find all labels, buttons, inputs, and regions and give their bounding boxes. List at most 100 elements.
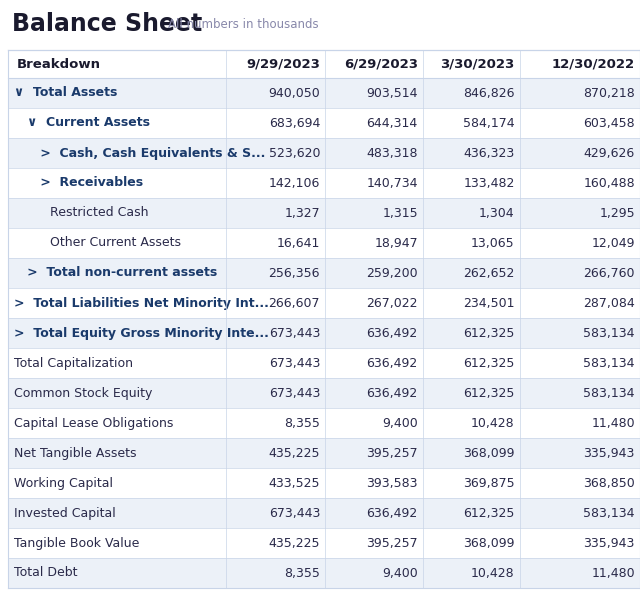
Text: Tangible Book Value: Tangible Book Value (14, 536, 140, 549)
Text: 13,065: 13,065 (471, 237, 515, 249)
Text: 369,875: 369,875 (463, 476, 515, 490)
Bar (8, 108, 640, 138)
Text: 335,943: 335,943 (584, 536, 635, 549)
Text: 259,200: 259,200 (366, 267, 418, 280)
Text: 1,315: 1,315 (382, 207, 418, 219)
Text: 3/30/2023: 3/30/2023 (440, 58, 515, 70)
Text: 140,734: 140,734 (366, 177, 418, 189)
Text: 612,325: 612,325 (463, 327, 515, 340)
Text: 9,400: 9,400 (382, 416, 418, 430)
Text: 8,355: 8,355 (284, 416, 320, 430)
Text: 287,084: 287,084 (583, 297, 635, 310)
Text: 267,022: 267,022 (366, 297, 418, 310)
Text: 523,620: 523,620 (269, 147, 320, 159)
Text: ∨  Current Assets: ∨ Current Assets (14, 116, 150, 129)
Text: 18,947: 18,947 (374, 237, 418, 249)
Text: Capital Lease Obligations: Capital Lease Obligations (14, 416, 173, 430)
Text: Common Stock Equity: Common Stock Equity (14, 387, 153, 400)
Text: >  Cash, Cash Equivalents & S...: > Cash, Cash Equivalents & S... (14, 147, 266, 159)
Text: >  Total Equity Gross Minority Inte...: > Total Equity Gross Minority Inte... (14, 327, 269, 340)
Text: 266,607: 266,607 (269, 297, 320, 310)
Text: 11,480: 11,480 (591, 566, 635, 579)
Text: 435,225: 435,225 (269, 446, 320, 460)
Text: 673,443: 673,443 (269, 387, 320, 400)
Bar (8, 378, 640, 408)
Text: 483,318: 483,318 (366, 147, 418, 159)
Text: 368,099: 368,099 (463, 446, 515, 460)
Text: 636,492: 636,492 (367, 327, 418, 340)
Text: 393,583: 393,583 (366, 476, 418, 490)
Text: 10,428: 10,428 (471, 416, 515, 430)
Text: 435,225: 435,225 (269, 536, 320, 549)
Bar (8, 528, 640, 558)
Text: 636,492: 636,492 (367, 506, 418, 519)
Text: 142,106: 142,106 (269, 177, 320, 189)
Text: 603,458: 603,458 (583, 116, 635, 129)
Text: Balance Sheet: Balance Sheet (12, 12, 202, 36)
Text: 870,218: 870,218 (583, 86, 635, 99)
Text: 846,826: 846,826 (463, 86, 515, 99)
Bar (8, 78, 640, 108)
Bar (8, 168, 640, 198)
Bar (8, 198, 640, 228)
Text: 1,327: 1,327 (284, 207, 320, 219)
Text: 160,488: 160,488 (583, 177, 635, 189)
Text: All numbers in thousands: All numbers in thousands (168, 18, 319, 31)
Bar (8, 438, 640, 468)
Text: 436,323: 436,323 (463, 147, 515, 159)
Text: 395,257: 395,257 (366, 446, 418, 460)
Text: 266,760: 266,760 (584, 267, 635, 280)
Text: 1,295: 1,295 (599, 207, 635, 219)
Text: 673,443: 673,443 (269, 506, 320, 519)
Text: 262,652: 262,652 (463, 267, 515, 280)
Text: Restricted Cash: Restricted Cash (14, 207, 148, 219)
Text: 636,492: 636,492 (367, 387, 418, 400)
Text: >  Total Liabilities Net Minority Int...: > Total Liabilities Net Minority Int... (14, 297, 269, 310)
Text: 433,525: 433,525 (269, 476, 320, 490)
Text: Breakdown: Breakdown (16, 58, 100, 70)
Text: Net Tangible Assets: Net Tangible Assets (14, 446, 137, 460)
Text: 636,492: 636,492 (367, 357, 418, 370)
Text: 583,134: 583,134 (584, 327, 635, 340)
Text: 11,480: 11,480 (591, 416, 635, 430)
Text: 368,099: 368,099 (463, 536, 515, 549)
Text: Total Debt: Total Debt (14, 566, 78, 579)
Text: Working Capital: Working Capital (14, 476, 113, 490)
Text: 584,174: 584,174 (463, 116, 515, 129)
Bar (8, 318, 640, 348)
Text: 10,428: 10,428 (471, 566, 515, 579)
Bar (8, 228, 640, 258)
Bar (8, 468, 640, 498)
Text: 395,257: 395,257 (366, 536, 418, 549)
Text: 6/29/2023: 6/29/2023 (344, 58, 418, 70)
Text: 683,694: 683,694 (269, 116, 320, 129)
Bar (8, 348, 640, 378)
Text: Invested Capital: Invested Capital (14, 506, 116, 519)
Text: 16,641: 16,641 (276, 237, 320, 249)
Text: 612,325: 612,325 (463, 387, 515, 400)
Text: 9,400: 9,400 (382, 566, 418, 579)
Text: 612,325: 612,325 (463, 506, 515, 519)
Bar (8, 498, 640, 528)
Text: Other Current Assets: Other Current Assets (14, 237, 181, 249)
Bar (8, 50, 640, 78)
Text: 940,050: 940,050 (268, 86, 320, 99)
Text: 9/29/2023: 9/29/2023 (246, 58, 320, 70)
Text: 133,482: 133,482 (463, 177, 515, 189)
Text: 583,134: 583,134 (584, 357, 635, 370)
Text: ∨  Total Assets: ∨ Total Assets (14, 86, 118, 99)
Text: 429,626: 429,626 (584, 147, 635, 159)
Text: 234,501: 234,501 (463, 297, 515, 310)
Text: >  Receivables: > Receivables (14, 177, 143, 189)
Text: 583,134: 583,134 (584, 506, 635, 519)
Text: 368,850: 368,850 (583, 476, 635, 490)
Text: 8,355: 8,355 (284, 566, 320, 579)
Text: 335,943: 335,943 (584, 446, 635, 460)
Text: 1,304: 1,304 (479, 207, 515, 219)
Bar (8, 408, 640, 438)
Text: 256,356: 256,356 (269, 267, 320, 280)
Bar (8, 288, 640, 318)
Bar (8, 138, 640, 168)
Bar (8, 558, 640, 588)
Text: 644,314: 644,314 (367, 116, 418, 129)
